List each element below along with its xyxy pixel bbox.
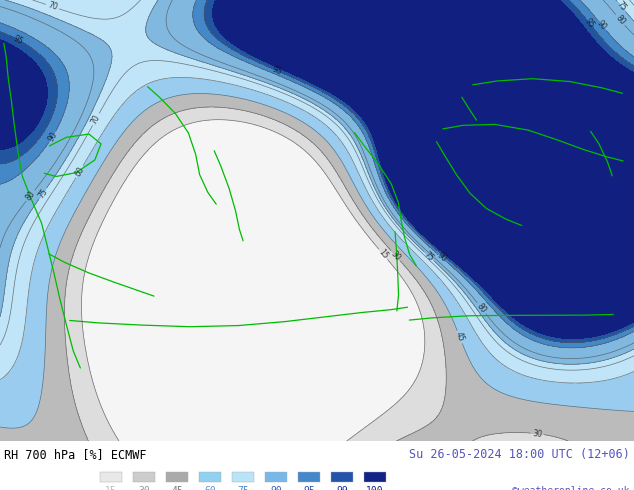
Text: 75: 75 — [237, 486, 249, 490]
Text: 70: 70 — [46, 1, 58, 12]
Text: 45: 45 — [171, 486, 183, 490]
Text: 90: 90 — [435, 251, 448, 264]
Bar — [364, 472, 386, 482]
Text: 99: 99 — [336, 486, 348, 490]
Text: 95: 95 — [583, 17, 596, 30]
Text: 45: 45 — [454, 331, 466, 343]
Text: 90: 90 — [595, 19, 609, 32]
Text: 75: 75 — [615, 0, 628, 13]
Text: 80: 80 — [475, 302, 488, 315]
Text: 100: 100 — [366, 486, 384, 490]
Text: 95: 95 — [303, 486, 315, 490]
Text: 60: 60 — [73, 165, 86, 178]
Text: 30: 30 — [532, 429, 543, 439]
Text: 95: 95 — [271, 65, 283, 77]
Text: ©weatheronline.co.uk: ©weatheronline.co.uk — [512, 486, 630, 490]
Text: 15: 15 — [377, 247, 390, 261]
Bar — [232, 472, 254, 482]
Text: 15: 15 — [105, 486, 117, 490]
Bar — [331, 472, 353, 482]
Text: RH 700 hPa [%] ECMWF: RH 700 hPa [%] ECMWF — [4, 448, 146, 461]
Text: 70: 70 — [89, 113, 102, 126]
Bar — [100, 472, 122, 482]
Text: 30: 30 — [138, 486, 150, 490]
Bar — [166, 472, 188, 482]
Text: 80: 80 — [614, 13, 626, 26]
Text: 75: 75 — [36, 187, 49, 200]
Bar — [265, 472, 287, 482]
Bar — [133, 472, 155, 482]
Text: 90: 90 — [270, 486, 282, 490]
Bar — [298, 472, 320, 482]
Text: 80: 80 — [24, 189, 37, 202]
Text: 75: 75 — [422, 249, 436, 263]
Text: Su 26-05-2024 18:00 UTC (12+06): Su 26-05-2024 18:00 UTC (12+06) — [409, 448, 630, 461]
Text: 30: 30 — [389, 249, 402, 262]
Bar — [199, 472, 221, 482]
Text: 60: 60 — [204, 486, 216, 490]
Text: 90: 90 — [46, 130, 59, 143]
Text: 95: 95 — [11, 33, 24, 46]
